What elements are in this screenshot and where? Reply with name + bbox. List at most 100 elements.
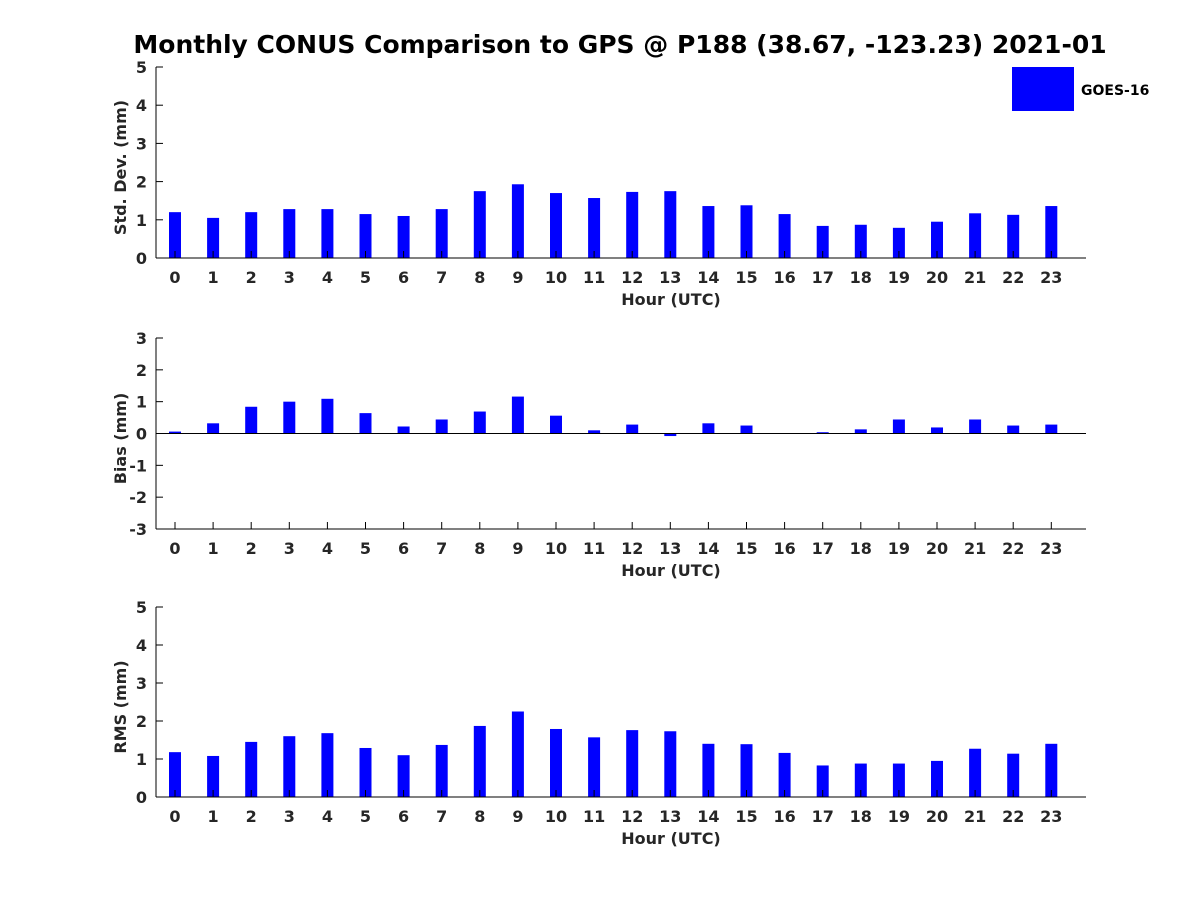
bar-2-23	[1045, 424, 1058, 434]
bar-2-4	[321, 398, 334, 434]
x-tick-label: 14	[697, 807, 719, 826]
bar-2-19	[892, 419, 905, 434]
x-tick-label: 14	[697, 268, 719, 287]
bar-3-19	[892, 763, 905, 797]
bar-1-4	[321, 209, 334, 258]
x-tick-label: 13	[659, 807, 681, 826]
bar-3-11	[588, 737, 601, 797]
bar-1-19	[892, 227, 905, 258]
x-tick-label: 5	[360, 807, 371, 826]
x-tick-label: 8	[474, 268, 485, 287]
x-tick-label: 12	[621, 268, 643, 287]
bar-1-13	[664, 191, 677, 258]
y-tick-label: -3	[129, 520, 147, 539]
bar-2-8	[473, 411, 486, 434]
y-axis-label: Bias (mm)	[111, 393, 130, 485]
x-tick-label: 1	[208, 807, 219, 826]
bar-2-20	[931, 427, 943, 434]
bar-3-9	[511, 711, 524, 797]
bar-1-3	[283, 209, 296, 258]
x-tick-label: 14	[697, 539, 719, 558]
y-tick-label: -1	[129, 456, 147, 475]
y-tick-label: 2	[136, 361, 147, 380]
bar-3-0	[169, 752, 181, 797]
x-tick-label: 7	[436, 268, 447, 287]
x-tick-label: 10	[545, 268, 567, 287]
bar-3-14	[702, 743, 715, 797]
x-tick-label: 18	[850, 268, 872, 287]
bar-2-10	[550, 415, 562, 434]
x-axis-label: Hour (UTC)	[621, 290, 721, 309]
bar-3-23	[1045, 743, 1058, 797]
x-tick-label: 6	[398, 268, 409, 287]
bar-3-6	[397, 755, 410, 797]
y-tick-label: 2	[136, 173, 147, 192]
x-tick-label: 16	[773, 268, 795, 287]
x-tick-label: 22	[1002, 807, 1024, 826]
bar-1-17	[816, 225, 829, 258]
x-tick-label: 15	[735, 539, 757, 558]
bar-2-5	[359, 413, 372, 434]
x-tick-label: 6	[398, 539, 409, 558]
x-tick-label: 16	[773, 539, 795, 558]
bar-1-15	[740, 205, 753, 258]
x-tick-label: 21	[964, 807, 986, 826]
x-tick-label: 8	[474, 539, 485, 558]
x-tick-label: 5	[360, 539, 371, 558]
bar-3-16	[778, 752, 791, 797]
x-axis-label: Hour (UTC)	[621, 561, 721, 580]
x-tick-label: 23	[1040, 539, 1062, 558]
bar-1-20	[931, 221, 943, 258]
x-tick-label: 2	[246, 268, 257, 287]
bar-2-6	[397, 426, 410, 434]
bar-3-21	[969, 748, 982, 797]
bar-1-0	[169, 212, 181, 258]
x-tick-label: 3	[284, 268, 295, 287]
x-tick-label: 17	[812, 539, 834, 558]
x-tick-label: 1	[208, 268, 219, 287]
x-tick-label: 4	[322, 539, 333, 558]
bar-1-16	[778, 214, 791, 258]
x-tick-label: 2	[246, 807, 257, 826]
bar-1-12	[626, 191, 639, 258]
y-tick-label: 3	[136, 134, 147, 153]
bar-3-3	[283, 736, 296, 797]
bar-3-15	[740, 744, 753, 797]
bar-1-8	[473, 191, 486, 258]
bar-1-5	[359, 214, 372, 258]
bar-3-7	[435, 744, 448, 797]
x-tick-label: 13	[659, 268, 681, 287]
bar-2-17	[816, 432, 829, 434]
x-tick-label: 18	[850, 539, 872, 558]
bar-2-11	[588, 430, 601, 434]
x-tick-label: 4	[322, 268, 333, 287]
x-tick-label: 10	[545, 539, 567, 558]
bar-2-13	[664, 433, 677, 437]
x-tick-label: 7	[436, 539, 447, 558]
x-tick-label: 23	[1040, 268, 1062, 287]
y-tick-label: 1	[136, 393, 147, 412]
y-tick-label: 3	[136, 674, 147, 693]
x-tick-label: 7	[436, 807, 447, 826]
bar-2-1	[207, 423, 220, 434]
x-tick-label: 12	[621, 807, 643, 826]
x-tick-label: 10	[545, 807, 567, 826]
bar-3-1	[207, 755, 220, 797]
x-tick-label: 12	[621, 539, 643, 558]
x-tick-label: 6	[398, 807, 409, 826]
x-tick-label: 5	[360, 268, 371, 287]
bar-3-8	[473, 725, 486, 797]
x-tick-label: 20	[926, 539, 948, 558]
bar-1-1	[207, 217, 220, 258]
y-tick-label: 2	[136, 712, 147, 731]
y-tick-label: 5	[136, 58, 147, 77]
y-tick-label: 0	[136, 249, 147, 268]
bar-3-2	[245, 741, 258, 797]
x-tick-label: 11	[583, 268, 605, 287]
y-tick-label: -2	[129, 488, 147, 507]
x-tick-label: 11	[583, 807, 605, 826]
bar-1-21	[969, 213, 982, 258]
bar-2-21	[969, 419, 982, 434]
